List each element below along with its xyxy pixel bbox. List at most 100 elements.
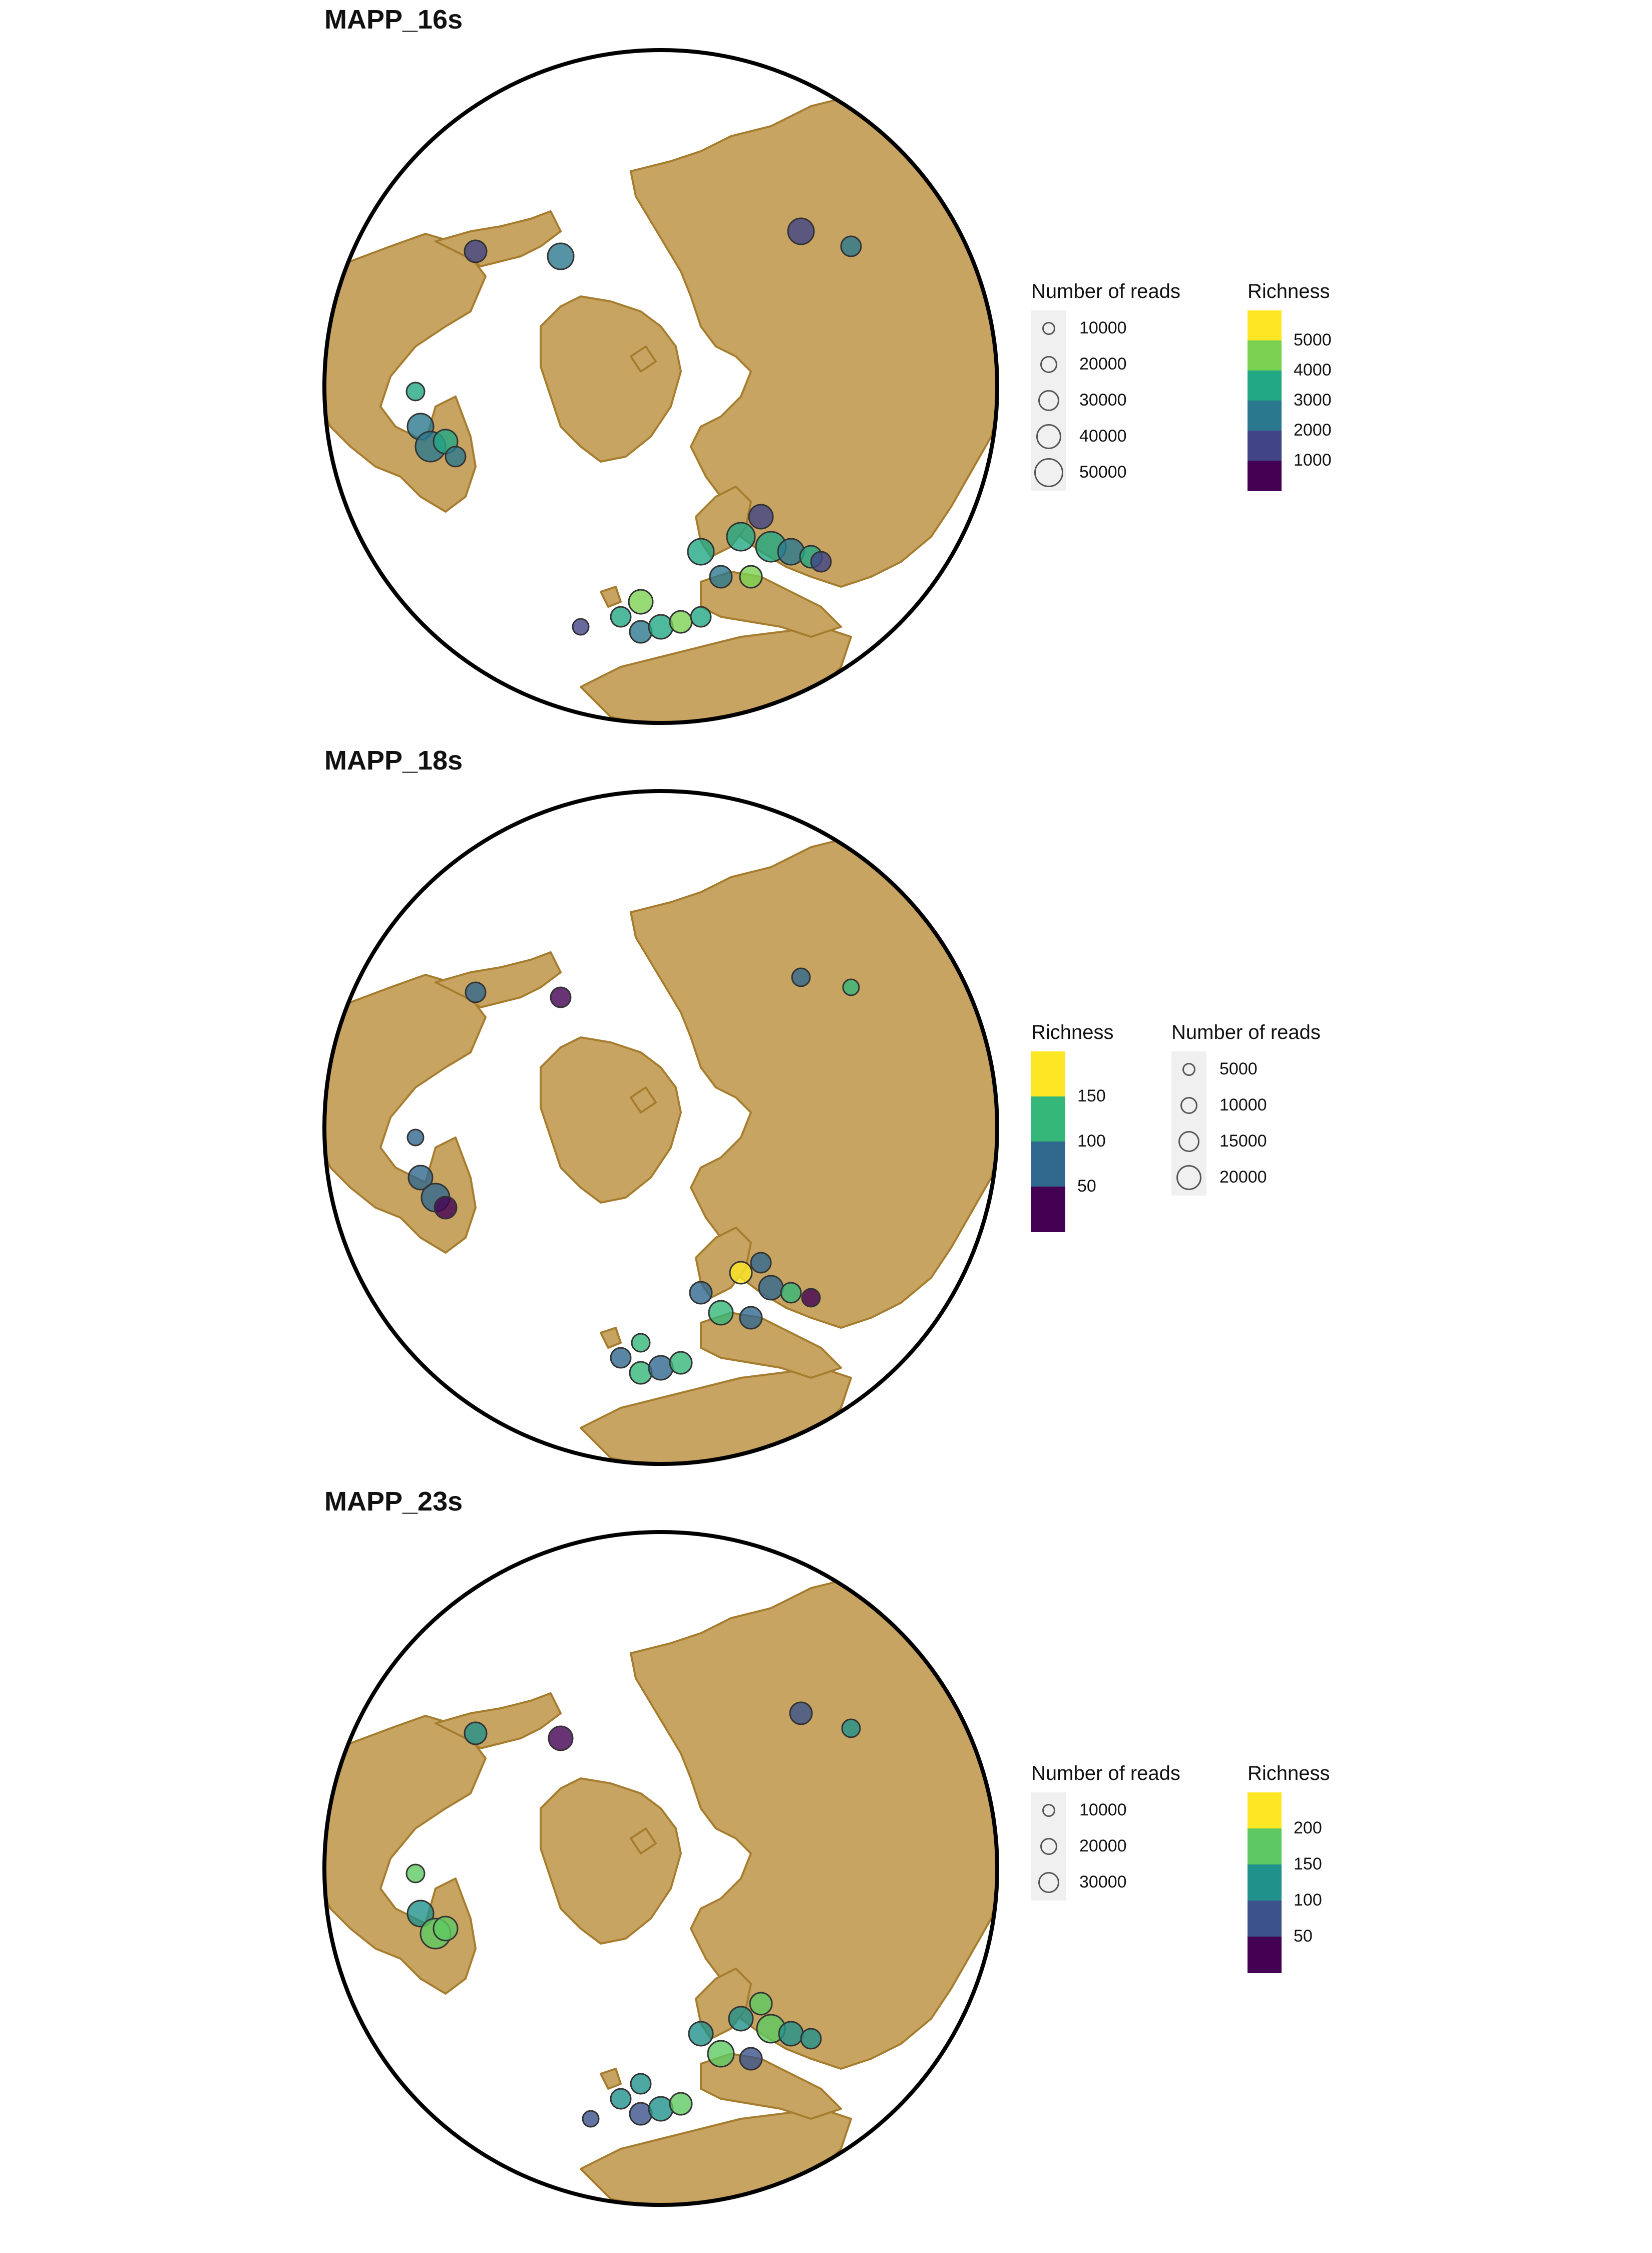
sample-point <box>406 1129 425 1147</box>
color-key-label: 50 <box>1077 1177 1096 1196</box>
size-key-circle <box>1038 1872 1059 1893</box>
color-key-label: 100 <box>1294 1891 1322 1910</box>
sample-point <box>648 1355 674 1381</box>
globe-outline <box>322 789 999 1466</box>
color-key-label: 200 <box>1294 1818 1322 1837</box>
color-legend-bar: 200 150 100 50 <box>1248 1792 1322 1973</box>
sample-point <box>582 2110 600 2128</box>
size-key-circle <box>1040 356 1057 373</box>
sample-point <box>405 382 426 402</box>
globe-outline <box>322 1530 999 2207</box>
size-key-circle <box>1042 322 1055 335</box>
color-key-label: 5000 <box>1294 330 1332 349</box>
sample-point <box>550 986 572 1008</box>
sample-point <box>690 606 712 628</box>
sample-point <box>648 614 674 640</box>
sample-point <box>729 1261 753 1285</box>
size-key-label: 30000 <box>1079 391 1127 410</box>
color-key-swatch <box>1031 1096 1065 1142</box>
sample-point <box>789 1701 813 1725</box>
land-mass <box>540 295 682 463</box>
land-layer <box>324 791 997 1464</box>
land-mass <box>630 1086 657 1113</box>
size-legend-title: Number of reads <box>1031 280 1180 302</box>
size-legend-title: Number of reads <box>1171 1021 1321 1043</box>
color-key-label: 150 <box>1294 1854 1322 1873</box>
color-key-label: 4000 <box>1294 360 1332 380</box>
sample-point <box>758 1275 784 1301</box>
size-key-circle <box>1180 1097 1197 1114</box>
color-key-swatch <box>1031 1142 1065 1187</box>
land-layer <box>324 50 997 723</box>
polar-globe-map <box>322 48 999 725</box>
land-mass <box>600 1327 622 1349</box>
sample-point <box>841 1718 861 1738</box>
sample-points <box>405 217 862 644</box>
sample-point <box>610 1347 632 1369</box>
sample-point <box>631 1333 651 1353</box>
color-key-swatch <box>1248 370 1282 401</box>
size-key-label: 50000 <box>1079 463 1127 482</box>
sample-point <box>669 610 693 634</box>
sample-point <box>688 2021 714 2047</box>
sample-point <box>572 618 590 636</box>
color-key-swatch <box>1248 1901 1282 1937</box>
color-key-swatch <box>1248 1937 1282 1973</box>
size-key-label: 20000 <box>1219 1168 1267 1187</box>
sample-point <box>810 551 832 573</box>
land-mass <box>540 1777 682 1945</box>
color-key-label: 3000 <box>1294 391 1332 410</box>
sample-point <box>464 239 488 263</box>
color-key-swatch <box>1031 1051 1065 1097</box>
sample-point <box>548 1725 574 1751</box>
size-key-circle <box>1182 1063 1195 1076</box>
sample-point <box>780 1282 802 1304</box>
map-panel-18s: MAPP_18s Richness 150 100 50 Number of rea… <box>0 745 1652 1492</box>
color-legend-bar: 150 100 50 <box>1031 1051 1106 1232</box>
size-key-circle <box>1034 458 1063 487</box>
color-key-label: 100 <box>1077 1132 1106 1151</box>
color-key-label: 50 <box>1294 1927 1313 1946</box>
land-mass <box>630 1827 657 1854</box>
color-key-label: 2000 <box>1294 421 1332 440</box>
sample-point <box>708 1300 734 1326</box>
size-key-label: 10000 <box>1079 1800 1127 1819</box>
size-key-circle <box>1178 1131 1199 1152</box>
size-legend-keys: 10000 20000 30000 40000 50000 <box>1031 310 1127 491</box>
sample-point <box>842 978 860 996</box>
sample-point <box>630 2073 652 2095</box>
land-mass <box>630 345 657 372</box>
sample-point <box>801 1288 821 1308</box>
size-key-circle <box>1038 390 1059 411</box>
sample-point <box>739 2047 763 2071</box>
sample-point <box>749 1992 773 2016</box>
sample-point <box>739 1306 763 1330</box>
panel-title: MAPP_18s <box>324 745 463 776</box>
sample-point <box>709 565 733 589</box>
size-key-label: 15000 <box>1219 1132 1267 1151</box>
sample-point <box>689 1281 713 1305</box>
sample-point <box>787 217 815 245</box>
panel-title: MAPP_23s <box>324 1486 463 1517</box>
size-key-circle <box>1176 1165 1201 1190</box>
sample-point <box>434 1196 458 1220</box>
sample-point <box>406 1900 435 1928</box>
color-legend-title: Richness <box>1248 280 1330 302</box>
sample-point <box>628 589 654 615</box>
sample-point <box>748 504 774 530</box>
color-legend-title: Richness <box>1248 1762 1330 1784</box>
panel-title: MAPP_16s <box>324 5 463 35</box>
sample-points <box>405 1701 861 2128</box>
sample-point <box>687 538 715 566</box>
land-mass <box>600 586 622 608</box>
sample-point <box>648 2096 674 2122</box>
sample-point <box>669 2092 693 2116</box>
sample-point <box>750 1252 772 1274</box>
color-legend-bar: 5000 4000 3000 2000 1000 <box>1248 310 1332 491</box>
sample-points <box>406 967 860 1385</box>
color-key-swatch <box>1248 461 1282 491</box>
color-key-swatch <box>1248 310 1282 341</box>
size-legend-title: Number of reads <box>1031 1762 1180 1784</box>
polar-globe-map <box>322 1530 999 2207</box>
size-key-label: 40000 <box>1079 427 1127 446</box>
